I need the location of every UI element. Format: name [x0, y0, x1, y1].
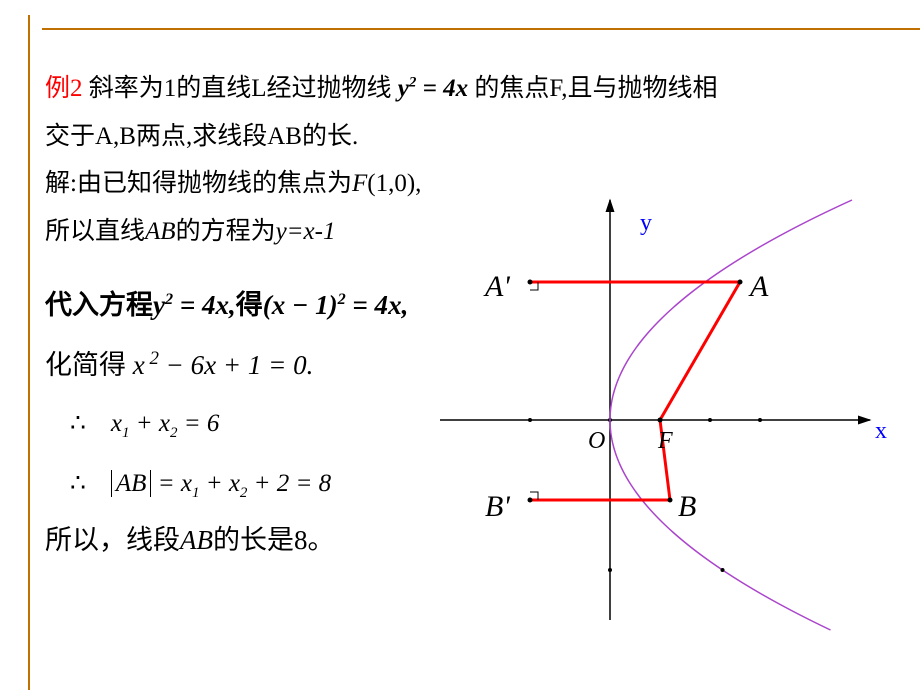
problem-text-1: 斜率为1的直线L经过抛物线	[83, 75, 392, 102]
label-F: F	[658, 428, 673, 455]
concl-a: 所以，线段	[45, 525, 180, 555]
sol-text-2b: 的方程为	[176, 218, 276, 245]
concl-b: AB	[180, 525, 213, 555]
eq4-abs: AB = x1 + x2 + 2 = 8	[111, 470, 331, 497]
equation-line-3: ∴ x1 + x2 = 6	[70, 400, 219, 448]
eq3-b: x1 + x2 = 6	[111, 410, 219, 437]
example-label: 例2	[45, 75, 83, 102]
sol-text-1: 由已知得抛物线的焦点为	[77, 170, 352, 197]
label-O: O	[588, 428, 605, 455]
label-x: x	[875, 418, 887, 445]
frame-top-border	[42, 28, 920, 30]
eq1-d: (x − 1)2 = 4x,	[263, 290, 409, 320]
conclusion-line: 所以，线段AB的长是8。	[45, 515, 335, 566]
therefore-2: ∴	[70, 470, 86, 497]
eq1-c: 得	[236, 290, 263, 320]
parabola-diagram: y x O F A A' B B'	[430, 190, 900, 640]
problem-line-2: 交于A,B两点,求线段AB的长.	[45, 113, 890, 161]
eq2-a: 化简得	[45, 350, 133, 380]
frame-left-border	[28, 15, 30, 690]
problem-line-1: 例2 斜率为1的直线L经过抛物线 y2 = 4x 的焦点F,且与抛物线相	[45, 65, 890, 113]
eq2-b: x 2 − 6x + 1 = 0.	[133, 350, 314, 380]
label-A: A	[750, 270, 768, 304]
sol-text-1-end: (1,0),	[367, 170, 421, 197]
eq1-b: y2 = 4x,	[153, 290, 236, 320]
sol-prefix: 解:	[45, 170, 77, 197]
label-y: y	[640, 210, 652, 237]
equation-line-2: 化简得 x 2 − 6x + 1 = 0.	[45, 340, 313, 391]
sol-text-2a: 所以直线	[45, 218, 145, 245]
label-B: B	[678, 490, 696, 524]
equation-line-1: 代入方程y2 = 4x,得(x − 1)2 = 4x,	[45, 280, 408, 331]
diagram-svg	[430, 190, 900, 640]
equation-line-4: ∴ AB = x1 + x2 + 2 = 8	[70, 460, 331, 508]
concl-c: 的长是8。	[213, 525, 335, 555]
therefore-1: ∴	[70, 410, 86, 437]
sol-F: F	[352, 170, 367, 197]
label-Bp: B'	[485, 490, 510, 524]
problem-equation: y2 = 4x	[392, 75, 475, 102]
sol-AB: AB	[145, 218, 176, 245]
sol-eq-yx: y=x-1	[276, 218, 336, 245]
problem-text-2: 的焦点F,且与抛物线相	[474, 75, 717, 102]
label-Ap: A'	[485, 270, 510, 304]
eq1-a: 代入方程	[45, 290, 153, 320]
